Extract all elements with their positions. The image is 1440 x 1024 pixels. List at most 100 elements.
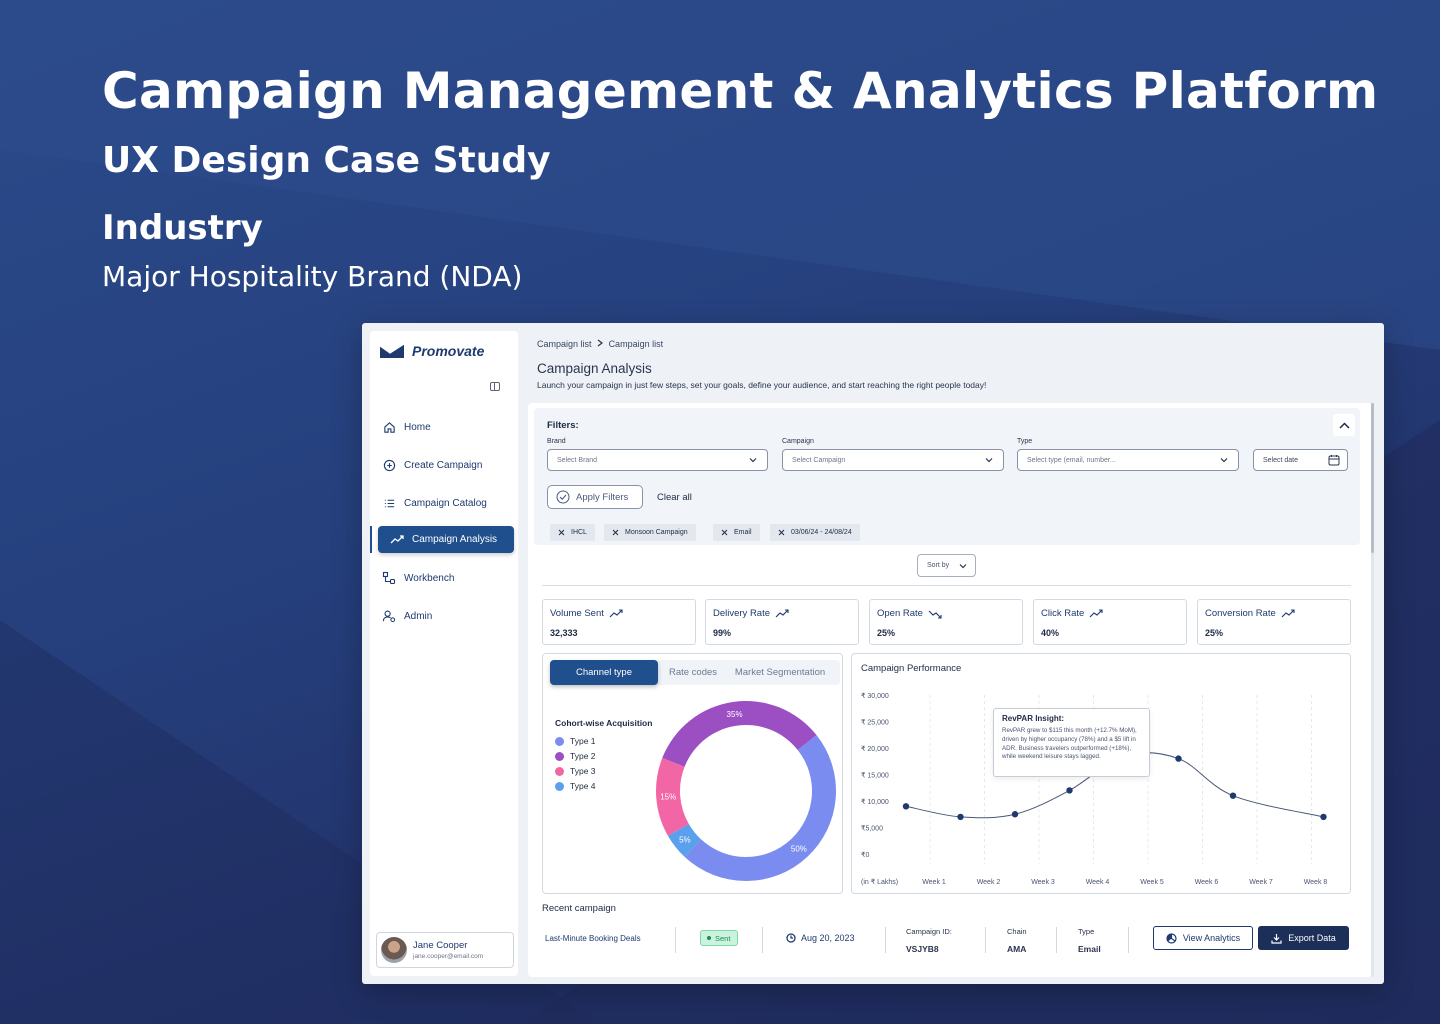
kpi-card-click-rate[interactable]: Click Rate 40% xyxy=(1033,599,1187,645)
view-analytics-label: View Analytics xyxy=(1182,933,1241,943)
data-point[interactable] xyxy=(957,813,964,821)
x-axis-label: (in ₹ Lakhs) xyxy=(861,878,898,886)
export-data-button[interactable]: Export Data xyxy=(1258,926,1349,950)
hero-industry-label: Industry xyxy=(102,208,263,248)
brand-select[interactable]: Select Brand xyxy=(547,449,768,471)
divider xyxy=(762,927,763,953)
kpi-label: Volume Sent xyxy=(550,608,604,619)
user-name: Jane Cooper xyxy=(413,940,468,951)
data-point[interactable] xyxy=(1175,755,1182,762)
donut-slice[interactable] xyxy=(667,823,701,857)
x-tick-label: Week 2 xyxy=(977,879,1001,886)
sidebar-item-home[interactable]: Home xyxy=(380,414,514,440)
sidebar-collapse-icon[interactable] xyxy=(490,382,500,391)
x-tick-label: Week 7 xyxy=(1249,879,1273,886)
donut-title: Cohort-wise Acquisition xyxy=(555,718,653,728)
data-point[interactable] xyxy=(1066,787,1073,794)
trend-up-icon xyxy=(1281,608,1295,617)
x-tick-label: Week 6 xyxy=(1195,879,1219,886)
data-point[interactable] xyxy=(1229,792,1237,799)
close-icon[interactable] xyxy=(558,529,565,536)
filter-chip[interactable]: Monsoon Campaign xyxy=(604,524,696,541)
recent-campaign-title: Recent campaign xyxy=(542,903,616,914)
close-icon[interactable] xyxy=(612,529,619,536)
kpi-card-open-rate[interactable]: Open Rate 25% xyxy=(869,599,1023,645)
campaign-placeholder: Select Campaign xyxy=(792,456,846,464)
sidebar-item-campaign-catalog[interactable]: Campaign Catalog xyxy=(380,490,514,516)
user-profile-card[interactable]: Jane Cooper jane.cooper@email.com xyxy=(376,932,514,968)
donut-slice[interactable] xyxy=(656,757,689,836)
y-tick-label: ₹0 xyxy=(861,851,869,859)
sort-by-label: Sort by xyxy=(927,562,950,569)
x-tick-label: Week 4 xyxy=(1086,879,1110,886)
x-tick-label: Week 1 xyxy=(922,879,946,886)
filter-chip[interactable]: IHCL xyxy=(550,524,595,541)
scrollbar-track[interactable] xyxy=(1371,403,1374,977)
collapse-filters-button[interactable] xyxy=(1333,414,1355,436)
breadcrumb-item[interactable]: Campaign list xyxy=(608,339,664,349)
date-picker[interactable]: Select date xyxy=(1253,449,1348,471)
kpi-card-delivery-rate[interactable]: Delivery Rate 99% xyxy=(705,599,859,645)
filter-chip[interactable]: Email xyxy=(713,524,760,541)
data-point[interactable] xyxy=(902,803,910,810)
view-analytics-button[interactable]: View Analytics xyxy=(1153,926,1253,950)
legend-label: Type 3 xyxy=(570,766,596,776)
page-description: Launch your campaign in just few steps, … xyxy=(537,380,987,390)
status-dot xyxy=(707,936,711,940)
chart-title: Campaign Performance xyxy=(861,663,962,674)
data-point[interactable] xyxy=(1011,811,1019,818)
donut-slice-label: 5% xyxy=(679,835,691,844)
sidebar-item-campaign-analysis[interactable]: Campaign Analysis xyxy=(378,526,514,553)
sort-by-select[interactable]: Sort by xyxy=(917,554,976,577)
tab-market-segmentation[interactable]: Market Segmentation xyxy=(734,667,826,678)
clock-icon xyxy=(786,933,796,943)
legend-label: Type 1 xyxy=(570,736,596,746)
home-icon xyxy=(382,420,396,434)
tooltip-title: RevPAR Insight: xyxy=(1002,714,1065,723)
user-email: jane.cooper@email.com xyxy=(413,953,484,960)
type-placeholder: Select type (email, number... xyxy=(1027,456,1116,464)
campaign-performance-card: Campaign Performance ₹ 30,000 ₹ 25,000 ₹ 2… xyxy=(851,653,1351,894)
breadcrumb-item[interactable]: Campaign list xyxy=(537,339,592,349)
sidebar-item-workbench[interactable]: Workbench xyxy=(380,565,514,591)
segment-tabs: Channel type Rate codes Market Segmentat… xyxy=(550,660,840,685)
tab-rate-codes[interactable]: Rate codes xyxy=(668,667,718,678)
y-tick-label: ₹ 15,000 xyxy=(861,772,889,780)
clear-all-button[interactable]: Clear all xyxy=(657,492,692,503)
chevron-up-icon xyxy=(1338,421,1350,429)
campaign-name[interactable]: Last-Minute Booking Deals xyxy=(545,934,641,943)
filters-panel: Filters: Brand Select Brand Campaign Sel… xyxy=(534,408,1360,545)
workflow-icon xyxy=(382,571,396,585)
legend-item: Type 3 xyxy=(555,766,596,776)
brand-logo[interactable]: Promovate xyxy=(380,343,484,359)
donut-slice-label: 50% xyxy=(791,844,807,853)
trend-up-icon xyxy=(775,608,789,617)
legend-label: Type 2 xyxy=(570,751,596,761)
apply-filters-button[interactable]: Apply Filters xyxy=(547,485,643,509)
chart-tooltip: RevPAR Insight: RevPAR grew to $115 this… xyxy=(993,708,1150,777)
type-select[interactable]: Select type (email, number... xyxy=(1017,449,1239,471)
scrollbar-thumb[interactable] xyxy=(1371,403,1374,553)
filter-chip[interactable]: 03/06/24 - 24/08/24 xyxy=(770,524,860,541)
sidebar-item-admin[interactable]: Admin xyxy=(380,603,514,629)
campaign-select[interactable]: Select Campaign xyxy=(782,449,1004,471)
filter-chip-label: Monsoon Campaign xyxy=(625,529,688,536)
kpi-value: 99% xyxy=(713,628,732,638)
close-icon[interactable] xyxy=(721,529,728,536)
kpi-card-volume-sent[interactable]: Volume Sent 32,333 xyxy=(542,599,696,645)
data-point[interactable] xyxy=(1320,813,1327,821)
donut-slice[interactable] xyxy=(684,735,836,881)
close-icon[interactable] xyxy=(778,529,785,536)
y-tick-label: ₹ 25,000 xyxy=(861,719,889,727)
sidebar-item-create-campaign[interactable]: Create Campaign xyxy=(380,452,514,478)
donut-slice[interactable] xyxy=(662,701,817,767)
trend-up-icon xyxy=(390,533,404,547)
apply-filters-label: Apply Filters xyxy=(576,491,629,503)
kpi-card-conversion-rate[interactable]: Conversion Rate 25% xyxy=(1197,599,1351,645)
legend-dot xyxy=(555,781,564,791)
chain-value: AMA xyxy=(1007,944,1027,954)
y-tick-label: ₹5,000 xyxy=(861,825,883,833)
tab-channel-type[interactable]: Channel type xyxy=(550,660,658,685)
app-window: Promovate Home Create Campaign Campaign … xyxy=(362,323,1384,984)
donut-chart: 50% 5% 15% 35% xyxy=(656,701,836,881)
